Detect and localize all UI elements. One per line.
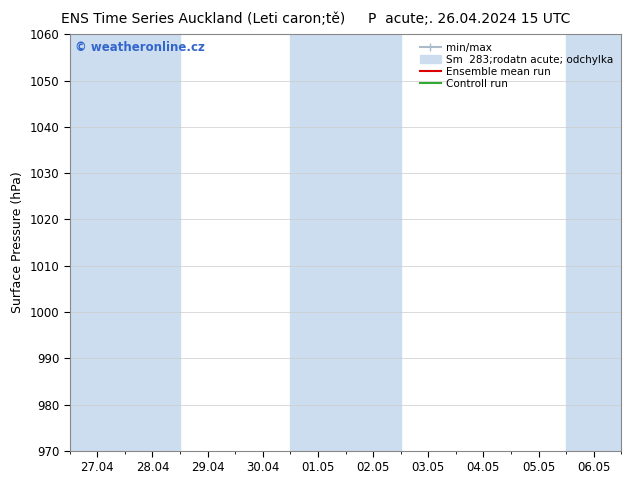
Bar bbox=[566, 34, 621, 451]
Legend: min/max, Sm  283;rodatn acute; odchylka, Ensemble mean run, Controll run: min/max, Sm 283;rodatn acute; odchylka, … bbox=[417, 40, 616, 92]
Text: © weatheronline.cz: © weatheronline.cz bbox=[75, 41, 205, 53]
Bar bbox=[290, 34, 401, 451]
Bar bbox=[70, 34, 180, 451]
Y-axis label: Surface Pressure (hPa): Surface Pressure (hPa) bbox=[11, 172, 24, 314]
Text: ENS Time Series Auckland (Leti caron;tě): ENS Time Series Auckland (Leti caron;tě) bbox=[61, 12, 345, 26]
Text: P  acute;. 26.04.2024 15 UTC: P acute;. 26.04.2024 15 UTC bbox=[368, 12, 571, 26]
